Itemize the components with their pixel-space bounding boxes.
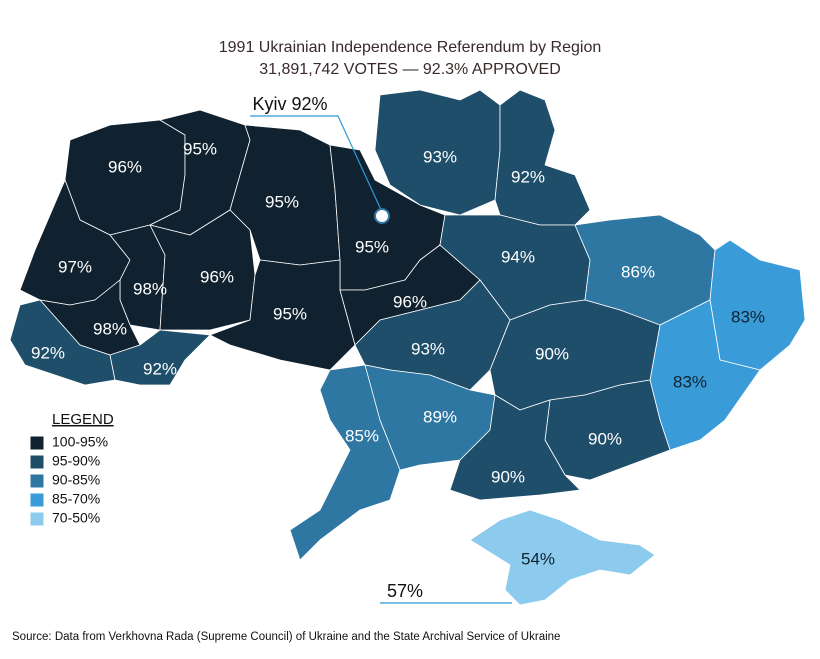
regions: 96% 95% 95% 95% 93% 92% 97% 98% 96% 98% 92% 92% 95% 9… xyxy=(9,89,806,606)
legend-swatch xyxy=(29,492,45,508)
region xyxy=(494,89,591,226)
region-label: 93% xyxy=(423,147,457,166)
legend-label: 90-85% xyxy=(52,472,100,488)
source: Source: Data from Verkhovna Rada (Suprem… xyxy=(12,631,560,643)
kyiv-label: Kyiv 92% xyxy=(252,94,327,114)
legend-swatch xyxy=(29,435,45,451)
region-label: 95% xyxy=(355,237,389,256)
region-label: 95% xyxy=(183,139,217,158)
callout-line xyxy=(250,115,383,213)
region xyxy=(109,329,211,386)
region-label: 96% xyxy=(108,157,142,176)
region-label: 93% xyxy=(411,339,445,358)
region-label: 92% xyxy=(511,167,545,186)
region-label: 98% xyxy=(133,279,167,298)
region xyxy=(469,509,656,606)
region-label: 83% xyxy=(731,307,765,326)
region-label: 90% xyxy=(588,429,622,448)
region-label: 95% xyxy=(273,304,307,323)
subtitle: 31,891,742 VOTES — 92.3% APPROVED xyxy=(259,61,561,78)
region xyxy=(709,239,806,371)
region-label: 92% xyxy=(143,359,177,378)
region xyxy=(209,259,356,371)
legend-label: 95-90% xyxy=(52,453,100,469)
legend-title: LEGEND xyxy=(52,411,114,428)
region-label: 54% xyxy=(521,549,555,568)
legend-swatch xyxy=(29,454,45,470)
region-label: 90% xyxy=(535,344,569,363)
legend-label: 100-95% xyxy=(52,434,108,450)
region-label: 96% xyxy=(393,292,427,311)
region-label: 90% xyxy=(491,467,525,486)
kyiv-callout: Kyiv 92% xyxy=(250,94,390,224)
region-label: 95% xyxy=(265,192,299,211)
kyiv-marker xyxy=(374,208,390,224)
region-label: 83% xyxy=(673,372,707,391)
region-label: 89% xyxy=(423,407,457,426)
legend: LEGEND 100-95% 95-90% 90-85% 85-70% 70-50% xyxy=(29,411,114,527)
region-label: 96% xyxy=(200,267,234,286)
region-label: 94% xyxy=(501,247,535,266)
title: 1991 Ukrainian Independence Referendum b… xyxy=(219,39,601,56)
region-label: 85% xyxy=(345,426,379,445)
region xyxy=(449,394,581,501)
region xyxy=(9,299,116,386)
region-label: 92% xyxy=(31,343,65,362)
sevastopol-label: 57% xyxy=(387,581,423,601)
sevastopol-callout: 57% xyxy=(380,581,512,604)
legend-swatch xyxy=(29,511,45,527)
region-label: 86% xyxy=(621,262,655,281)
legend-label: 70-50% xyxy=(52,510,100,526)
region-label: 97% xyxy=(58,257,92,276)
region-label: 98% xyxy=(93,319,127,338)
legend-swatch xyxy=(29,473,45,489)
legend-label: 85-70% xyxy=(52,491,100,507)
